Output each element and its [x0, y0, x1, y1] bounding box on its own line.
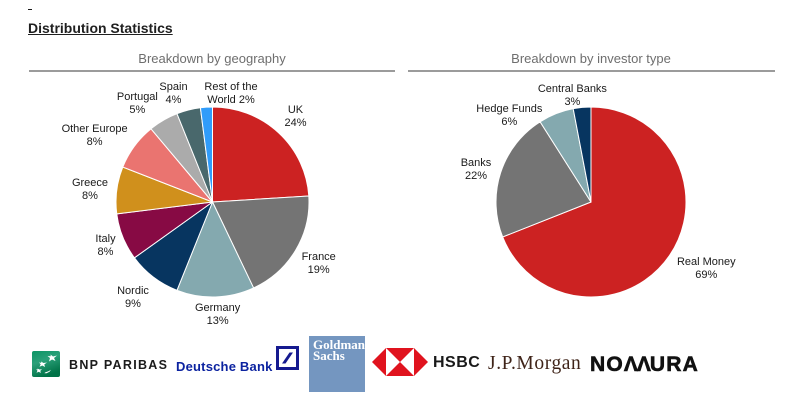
svg-text:Goldman: Goldman	[313, 337, 365, 352]
svg-text:Sachs: Sachs	[313, 348, 345, 363]
